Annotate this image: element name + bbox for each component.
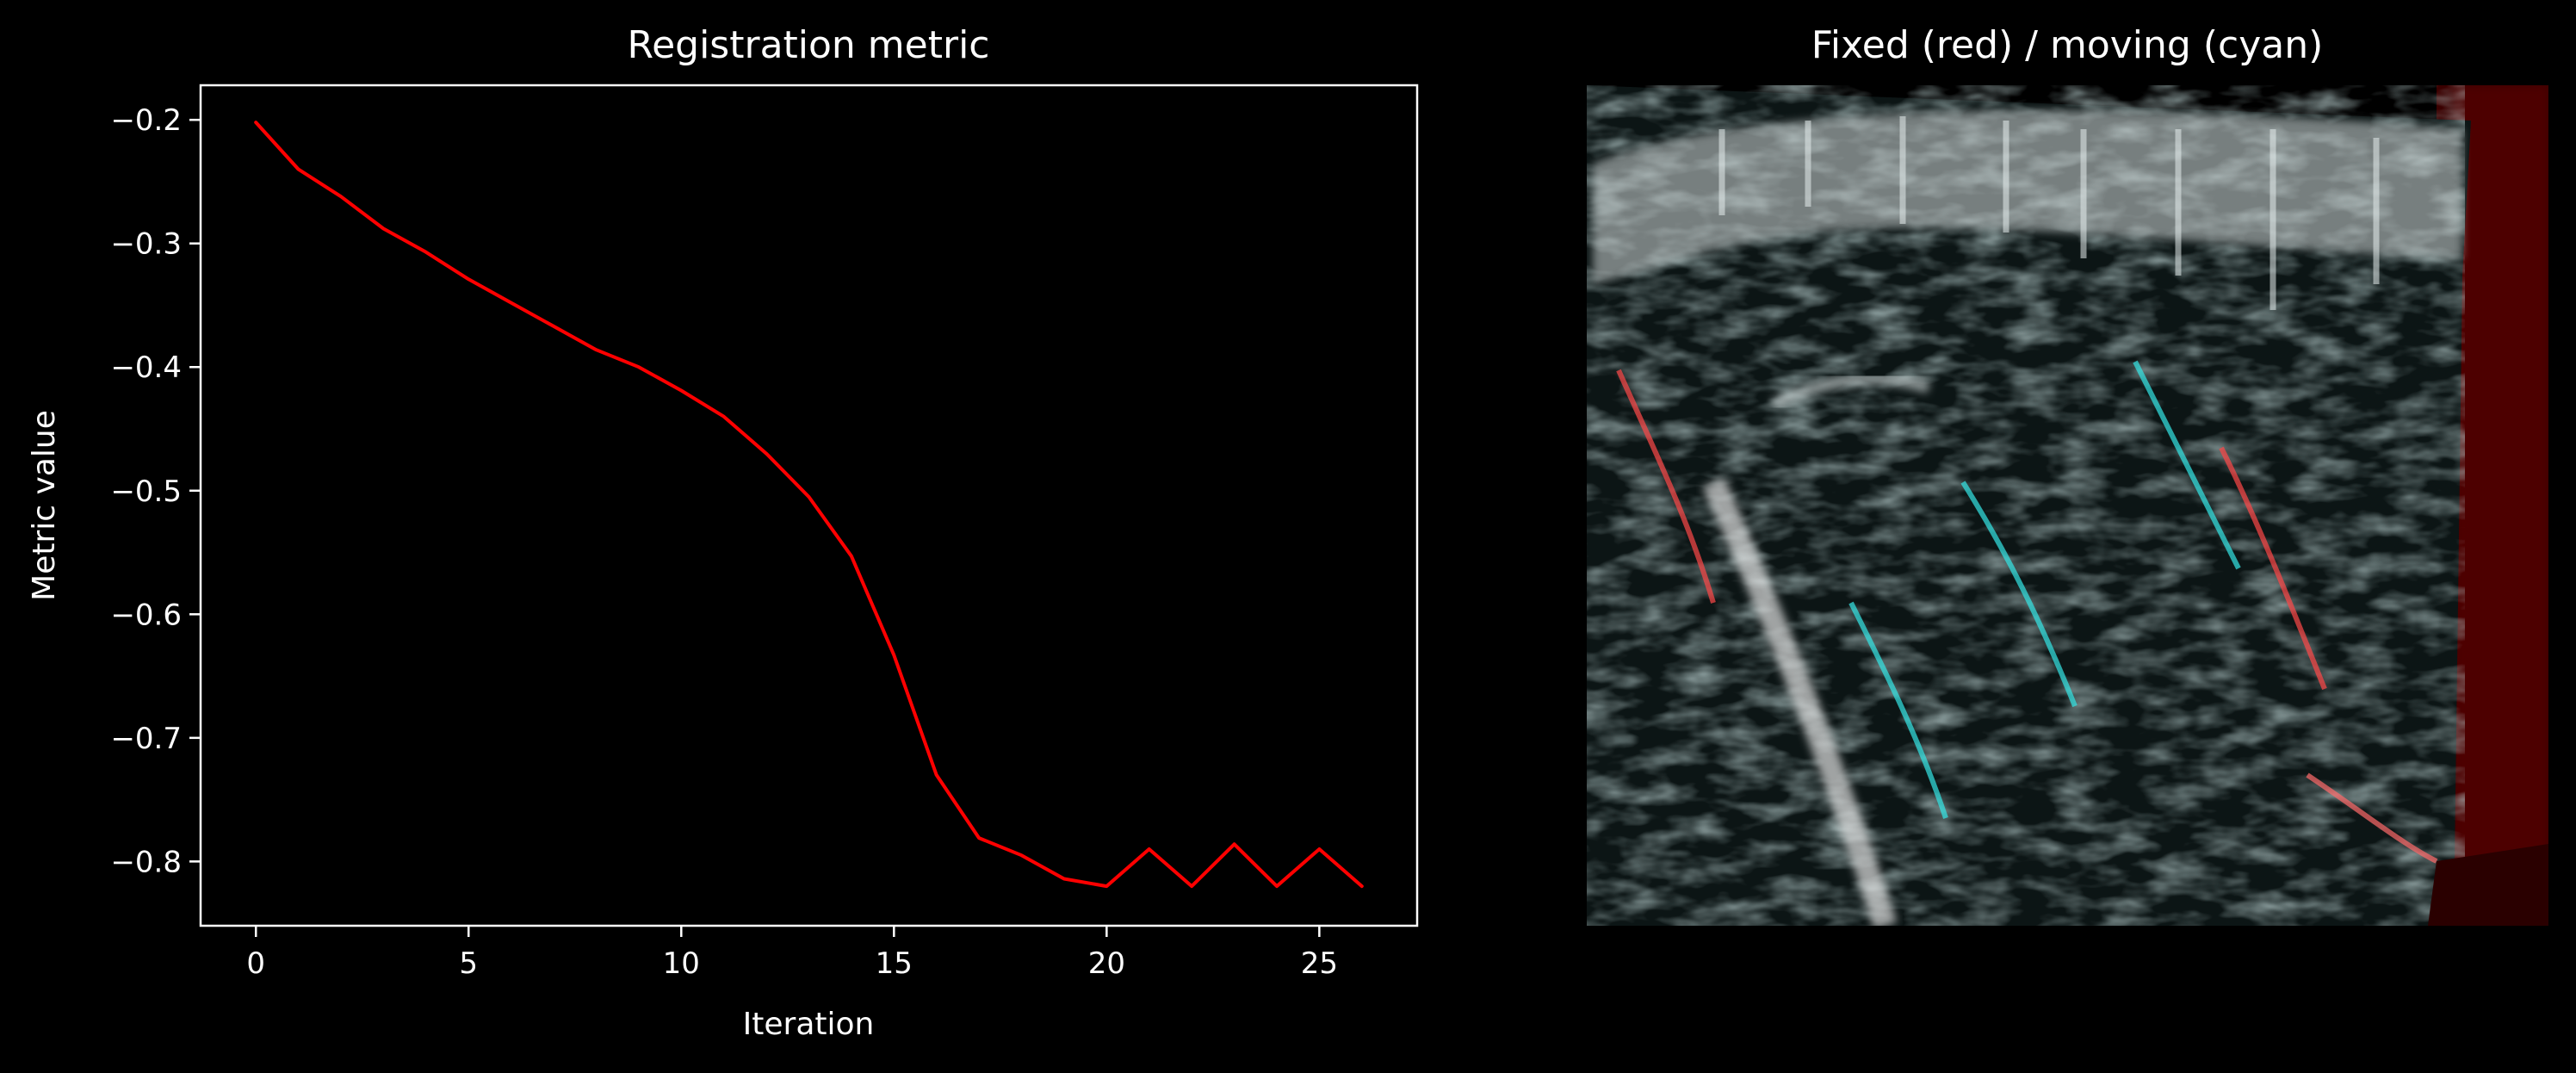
- misregistration-edges: [1616, 360, 2438, 864]
- series-group: [254, 121, 1364, 889]
- vessel-streak: [1702, 477, 1898, 926]
- y-axis-ticks: −0.2 −0.3 −0.4 −0.5 −0.6 −0.7 −0.8: [110, 103, 201, 879]
- x-tick-label: 0: [246, 946, 265, 981]
- y-axis-label: Metric value: [27, 410, 62, 601]
- series-line: [254, 121, 1364, 889]
- plot-frame: [199, 84, 1419, 927]
- x-tick-label: 5: [459, 946, 478, 981]
- metric-line-chart: Registration metric 0 5 10 15 20 25 −0.2−0.3−…: [27, 23, 1419, 1042]
- y-tick-label: −0.2: [110, 103, 182, 138]
- y-tick-label: −0.3: [110, 227, 182, 262]
- y-tick-label: −0.7: [110, 722, 182, 756]
- x-tick-label: 25: [1301, 946, 1338, 981]
- fixed-only-glow: [2454, 85, 2548, 926]
- x-axis-ticks: 0 5 10 15 20 25: [246, 926, 1338, 981]
- x-tick-label: 10: [663, 946, 700, 981]
- y-tick-label: −0.5: [110, 474, 182, 509]
- y-tick-label: −0.8: [110, 845, 182, 879]
- x-tick-label: 20: [1088, 946, 1125, 981]
- x-axis-label: Iteration: [743, 1007, 875, 1042]
- y-tick-label: −0.6: [110, 598, 182, 632]
- y-tick-label: −0.4: [110, 350, 182, 385]
- overlay-title: Fixed (red) / moving (cyan): [1811, 23, 2324, 67]
- overlay-image-panel: Fixed (red) / moving (cyan): [1587, 23, 2548, 926]
- x-tick-label: 15: [876, 946, 913, 981]
- corner-wedge: [2428, 844, 2548, 926]
- chart-title: Registration metric: [627, 23, 989, 67]
- band-striations: [1718, 116, 2380, 310]
- overlay-image: [1587, 85, 2548, 926]
- vessel-curve: [1770, 372, 1931, 411]
